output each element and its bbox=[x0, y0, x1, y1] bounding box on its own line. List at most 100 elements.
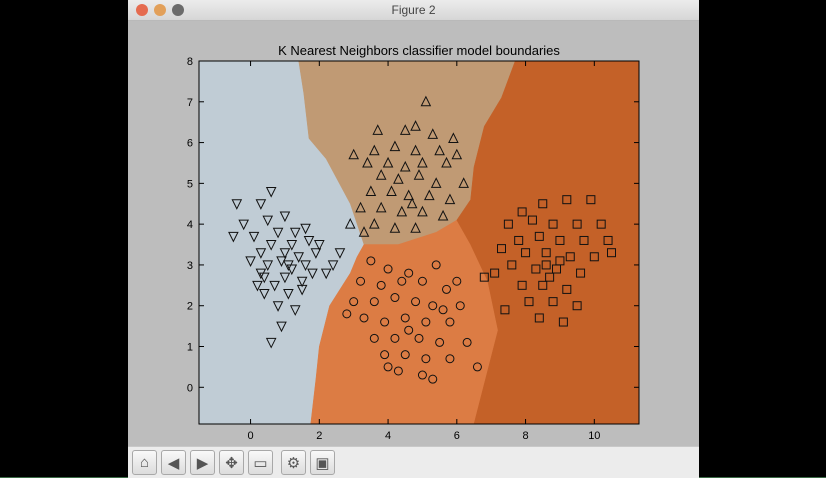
data-point-circle bbox=[342, 309, 352, 319]
zoom-button[interactable]: ▭ bbox=[248, 450, 273, 475]
data-point-circle bbox=[445, 317, 455, 327]
data-point-circle bbox=[462, 337, 472, 347]
data-point-triangle-up bbox=[444, 193, 456, 205]
data-point-triangle-up bbox=[362, 156, 373, 168]
data-point-triangle-down bbox=[334, 248, 346, 259]
data-point-square bbox=[517, 280, 527, 290]
left-backdrop bbox=[0, 0, 128, 477]
data-point-triangle-down bbox=[238, 219, 249, 231]
forward-button[interactable]: ▶ bbox=[190, 450, 215, 475]
data-point-triangle-up bbox=[393, 173, 404, 184]
forward-arrow-icon: ▶ bbox=[196, 454, 209, 472]
data-point-circle bbox=[452, 276, 462, 286]
data-point-square bbox=[503, 219, 513, 229]
data-point-triangle-up bbox=[448, 132, 459, 143]
series-triangle-down bbox=[228, 187, 346, 349]
pan-button[interactable]: ✥ bbox=[219, 450, 244, 475]
minimize-window-button[interactable] bbox=[154, 4, 166, 16]
data-point-triangle-up bbox=[375, 169, 387, 180]
data-point-square bbox=[534, 313, 544, 323]
data-point-triangle-up bbox=[417, 156, 428, 168]
zoom-rect-icon: ▭ bbox=[253, 454, 268, 472]
data-point-triangle-up bbox=[382, 156, 394, 168]
decision-region-class-3 bbox=[456, 61, 639, 424]
data-point-triangle-down bbox=[310, 248, 322, 259]
x-tick-label: 10 bbox=[588, 430, 600, 442]
data-point-square bbox=[579, 235, 589, 245]
decision-regions bbox=[199, 61, 639, 424]
data-point-square bbox=[555, 235, 565, 245]
x-tick-label: 8 bbox=[523, 430, 529, 442]
data-point-circle bbox=[438, 305, 448, 315]
data-point-circle bbox=[349, 297, 359, 307]
back-button[interactable]: ◀ bbox=[161, 450, 186, 475]
home-icon: ⌂ bbox=[139, 454, 150, 471]
data-point-circle bbox=[390, 333, 400, 343]
data-point-square bbox=[479, 272, 489, 282]
data-point-triangle-down bbox=[272, 227, 284, 239]
data-point-square bbox=[562, 195, 572, 205]
data-point-triangle-up bbox=[430, 177, 442, 188]
data-point-triangle-up bbox=[372, 124, 384, 135]
data-point-square bbox=[572, 219, 582, 229]
data-point-square bbox=[524, 297, 534, 307]
data-point-triangle-down bbox=[265, 337, 277, 349]
save-button[interactable]: ▣ bbox=[310, 450, 335, 475]
data-point-circle bbox=[390, 293, 400, 303]
data-point-circle bbox=[400, 350, 410, 360]
data-point-triangle-down bbox=[265, 240, 277, 251]
data-point-square bbox=[531, 264, 541, 274]
close-window-button[interactable] bbox=[136, 4, 148, 16]
data-point-triangle-up bbox=[399, 124, 411, 135]
data-point-square bbox=[562, 284, 572, 294]
subplots-config-icon: ⚙ bbox=[286, 454, 301, 472]
data-point-triangle-up bbox=[410, 144, 421, 156]
data-point-triangle-up bbox=[344, 218, 356, 229]
data-point-circle bbox=[428, 374, 438, 384]
window-title: Figure 2 bbox=[391, 3, 436, 17]
data-point-circle bbox=[380, 350, 390, 360]
data-point-circle bbox=[376, 280, 386, 290]
data-point-triangle-up bbox=[355, 201, 366, 213]
y-tick-label: 5 bbox=[187, 178, 193, 190]
data-point-triangle-up bbox=[434, 144, 445, 156]
x-tick-label: 2 bbox=[316, 430, 322, 442]
data-point-triangle-up bbox=[458, 177, 469, 188]
title-bar[interactable]: Figure 2 bbox=[128, 0, 699, 21]
data-point-circle bbox=[411, 297, 421, 307]
data-point-triangle-up bbox=[410, 222, 421, 233]
series-triangle-up bbox=[344, 95, 469, 237]
data-point-triangle-down bbox=[276, 321, 287, 333]
data-point-circle bbox=[400, 313, 410, 323]
data-point-square bbox=[534, 231, 544, 241]
data-point-square bbox=[607, 248, 616, 258]
y-tick-label: 6 bbox=[187, 138, 193, 150]
y-tick-label: 2 bbox=[187, 301, 193, 313]
subplots-button[interactable]: ⚙ bbox=[281, 450, 306, 475]
data-point-triangle-down bbox=[283, 288, 294, 300]
data-point-circle bbox=[445, 354, 455, 364]
data-point-circle bbox=[417, 370, 427, 380]
y-tick-label: 7 bbox=[187, 97, 193, 109]
zoom-window-button[interactable] bbox=[172, 4, 184, 16]
y-tick-label: 3 bbox=[187, 260, 193, 272]
data-point-circle bbox=[383, 264, 393, 274]
data-point-triangle-down bbox=[255, 248, 267, 259]
data-point-triangle-down bbox=[269, 280, 280, 292]
data-point-triangle-up bbox=[389, 222, 401, 233]
data-point-square bbox=[565, 252, 575, 262]
data-point-triangle-up bbox=[375, 201, 387, 213]
data-point-triangle-up bbox=[406, 197, 418, 209]
y-tick-label: 1 bbox=[187, 342, 193, 354]
data-point-square bbox=[497, 244, 506, 254]
navigation-toolbar: ⌂ ◀ ▶ ✥ ▭ ⚙ ▣ bbox=[128, 446, 699, 478]
data-point-triangle-up bbox=[427, 128, 439, 139]
data-point-circle bbox=[431, 260, 441, 270]
data-point-triangle-down bbox=[296, 276, 308, 288]
home-button[interactable]: ⌂ bbox=[132, 450, 157, 475]
y-tick-label: 8 bbox=[187, 56, 193, 68]
data-point-triangle-down bbox=[279, 272, 291, 284]
data-point-triangle-up bbox=[451, 148, 463, 160]
data-point-triangle-up bbox=[369, 144, 380, 156]
save-disk-icon: ▣ bbox=[315, 454, 330, 472]
